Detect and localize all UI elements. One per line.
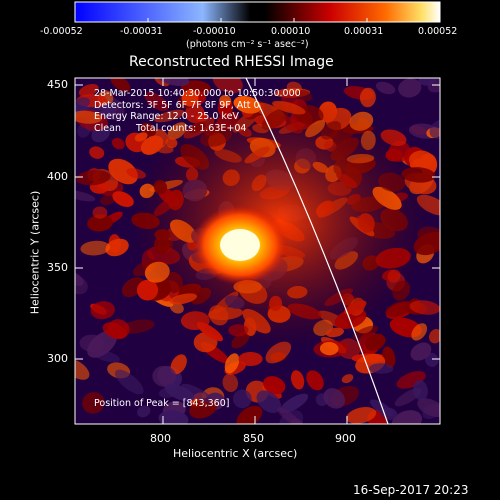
energy-range: Energy Range: 12.0 - 25.0 keV (94, 111, 239, 122)
plot-title: Reconstructed RHESSI Image (129, 54, 334, 70)
plot-frame (74, 77, 441, 425)
peak-position: Position of Peak = [843,360] (94, 398, 230, 409)
rhessi-image (75, 78, 440, 424)
colorbar-tick-3: -0.00010 (193, 26, 236, 37)
solar-limb (245, 78, 389, 424)
colorbar (74, 1, 441, 23)
colorbar-tick-6: 0.00052 (418, 26, 458, 37)
y-tick-450: 450 (47, 78, 68, 91)
time-range: 28-Mar-2015 10:40:30.000 to 10:50:30.000 (94, 88, 301, 99)
y-tick-400: 400 (47, 170, 68, 183)
detectors: Detectors: 3F 5F 6F 7F 8F 9F, Att 0 (94, 99, 260, 111)
x-tick-800: 800 (150, 432, 171, 445)
y-axis-label: Heliocentric Y (arcsec) (28, 190, 42, 315)
observation-annotation: 28-Mar-2015 10:40:30.000 to 10:50:30.000… (94, 88, 301, 134)
colorbar-tick-5: 0.00031 (344, 26, 384, 37)
colorbar-tick-2: -0.00031 (120, 26, 163, 37)
axis-ticks (75, 78, 440, 424)
x-axis-label: Heliocentric X (arcsec) (173, 447, 298, 460)
y-tick-300: 300 (47, 352, 68, 365)
footer-date: 16-Sep-2017 20:23 (353, 483, 469, 497)
x-tick-900: 900 (335, 432, 356, 445)
colorbar-tick-1: -0.00052 (40, 26, 83, 37)
y-tick-350: 350 (47, 261, 68, 274)
colorbar-tick-4: 0.00010 (271, 26, 311, 37)
x-tick-850: 850 (243, 432, 264, 445)
colorbar-units: (photons cm⁻² s⁻¹ asec⁻²) (186, 39, 309, 50)
colorbar-ticks (74, 18, 441, 22)
clean-counts: Clean Total counts: 1.63E+04 (94, 122, 247, 134)
